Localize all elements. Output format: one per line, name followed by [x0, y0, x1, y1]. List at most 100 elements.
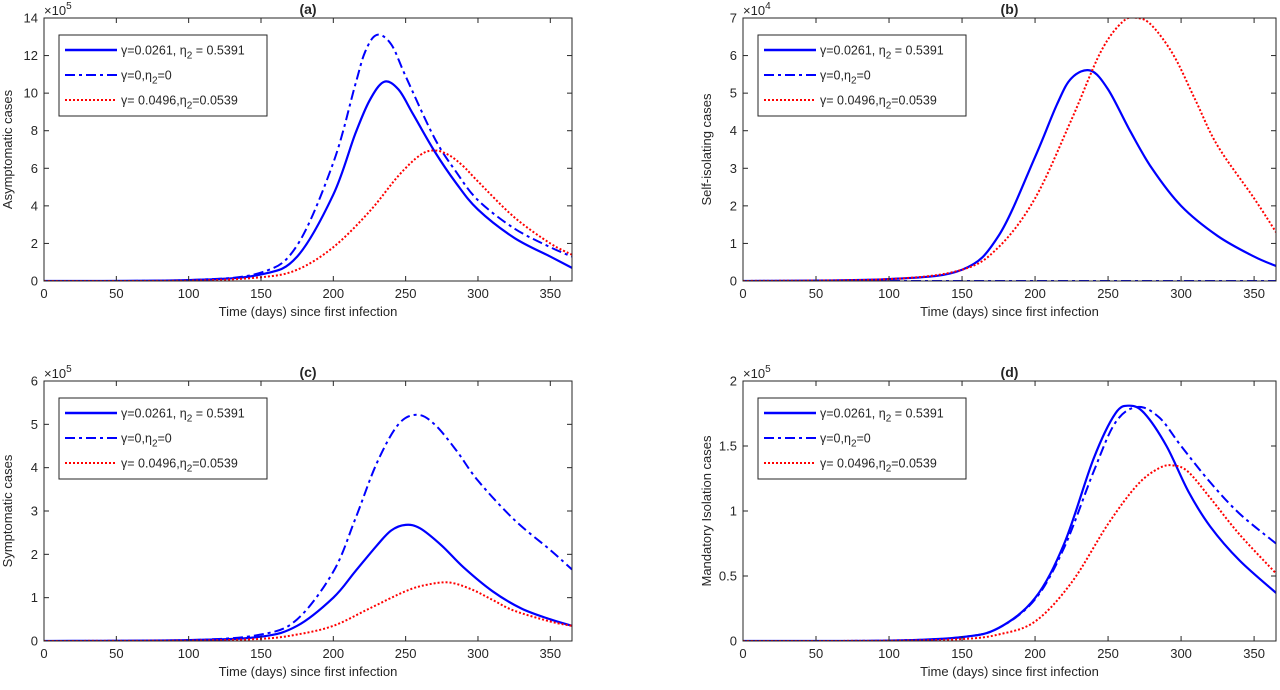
y-axis-label: Symptomatic cases [0, 454, 15, 567]
x-axis-label: Time (days) since first infection [920, 664, 1099, 679]
series-line-2 [44, 33, 572, 281]
x-tick-label: 250 [1097, 286, 1119, 301]
x-tick-label: 100 [178, 646, 200, 661]
x-tick-label: 250 [395, 646, 417, 661]
x-tick-label: 300 [467, 286, 489, 301]
series-line-1 [44, 80, 572, 281]
y-tick-label: 3 [730, 161, 737, 176]
legend-entry: γ=0,η2=0 [121, 69, 172, 87]
x-tick-label: 0 [739, 286, 746, 301]
legend-entry: γ=0,η2=0 [820, 69, 871, 87]
y-tick-label: 3 [31, 504, 38, 519]
x-axis-label: Time (days) since first infection [219, 304, 398, 319]
x-tick-label: 300 [1170, 646, 1192, 661]
axes-box [43, 17, 573, 282]
legend-entry: γ= 0.0496,η2=0.0539 [121, 457, 238, 475]
legend-entry: γ=0.0261, η2 = 0.5391 [121, 44, 245, 62]
legend-entry: γ=0.0261, η2 = 0.5391 [820, 407, 944, 425]
series-line-3 [44, 581, 572, 641]
x-tick-label: 50 [809, 646, 823, 661]
series-line-2 [44, 413, 572, 641]
y-tick-label: 14 [24, 11, 38, 26]
y-tick-label: 2 [31, 547, 38, 562]
axes-box [742, 17, 1277, 282]
y-exponent-label: ×105 [743, 364, 771, 381]
x-tick-label: 250 [395, 286, 417, 301]
x-tick-label: 100 [178, 286, 200, 301]
y-exponent-label: ×105 [44, 1, 72, 18]
subplot-b: 0 50 100 150 200 250 300 350 0 1 2 3 4 5 6 7 ×104 (b) Time… [699, 1, 1277, 319]
series-line-3 [743, 464, 1276, 641]
x-tick-label: 200 [322, 286, 344, 301]
y-tick-label: 2 [730, 198, 737, 213]
x-tick-label: 50 [109, 646, 123, 661]
x-tick-label: 350 [539, 646, 561, 661]
y-tick-label: 6 [31, 374, 38, 389]
legend-entry: γ=0,η2=0 [820, 432, 871, 450]
legend: γ=0.0261, η2 = 0.5391 γ=0,η2=0 γ= 0.0496,η… [757, 397, 967, 480]
x-tick-label: 350 [539, 286, 561, 301]
legend-entry: γ= 0.0496,η2=0.0539 [121, 94, 238, 112]
x-tick-label: 100 [878, 286, 900, 301]
chart-title: (c) [299, 364, 316, 380]
y-tick-label: 4 [730, 123, 737, 138]
x-tick-label: 0 [40, 646, 47, 661]
x-tick-label: 50 [809, 286, 823, 301]
y-tick-label: 0.5 [719, 569, 737, 584]
y-tick-label: 7 [730, 11, 737, 26]
subplot-c: 0 50 100 150 200 250 300 350 0 1 2 3 4 5 6 ×105 (c) Time … [0, 364, 573, 679]
subplot-d: 0 50 100 150 200 250 300 350 0 0.5 1 1.5 2 ×105 (d) Tim… [699, 364, 1277, 679]
legend: γ=0.0261, η2 = 0.5391 γ=0,η2=0 γ= 0.0496,η… [757, 34, 967, 117]
x-tick-label: 50 [109, 286, 123, 301]
legend: γ=0.0261, η2 = 0.5391 γ=0,η2=0 γ= 0.0496,η… [58, 34, 268, 117]
legend: γ=0.0261, η2 = 0.5391 γ=0,η2=0 γ= 0.0496,η… [58, 397, 268, 480]
y-tick-label: 1 [31, 590, 38, 605]
chart-title: (b) [1001, 1, 1019, 17]
x-tick-label: 350 [1243, 286, 1265, 301]
y-tick-label: 4 [31, 460, 38, 475]
y-tick-label: 10 [24, 86, 38, 101]
legend-entry: γ= 0.0496,η2=0.0539 [820, 94, 937, 112]
x-tick-label: 200 [1024, 286, 1046, 301]
y-tick-label: 2 [31, 236, 38, 251]
x-tick-label: 150 [250, 646, 272, 661]
legend-entry: γ= 0.0496,η2=0.0539 [820, 457, 937, 475]
x-tick-label: 200 [322, 646, 344, 661]
y-exponent-label: ×104 [743, 1, 771, 18]
y-tick-label: 2 [730, 374, 737, 389]
x-tick-label: 350 [1243, 646, 1265, 661]
y-tick-label: 1 [730, 236, 737, 251]
y-axis-label: Mandatory Isolation cases [699, 435, 714, 587]
x-tick-label: 0 [40, 286, 47, 301]
x-tick-label: 100 [878, 646, 900, 661]
y-tick-label: 0 [31, 274, 38, 289]
x-tick-label: 200 [1024, 646, 1046, 661]
y-tick-label: 4 [31, 198, 38, 213]
x-tick-label: 150 [951, 286, 973, 301]
x-tick-label: 0 [739, 646, 746, 661]
y-axis-label: Asymptomatic cases [0, 89, 15, 209]
y-axis-label: Self-isolating cases [699, 93, 714, 205]
legend-entry: γ=0,η2=0 [121, 432, 172, 450]
chart-title: (d) [1001, 364, 1019, 380]
series-line-3 [44, 149, 572, 281]
y-tick-label: 6 [730, 48, 737, 63]
y-tick-label: 5 [730, 86, 737, 101]
series-lines [743, 18, 1276, 281]
series-lines [743, 404, 1276, 641]
y-tick-label: 8 [31, 123, 38, 138]
x-axis-label: Time (days) since first infection [219, 664, 398, 679]
subplot-a: 0 50 100 150 200 250 300 350 0 2 4 6 8 10 12 14 ×105 (a) T… [0, 1, 573, 319]
y-tick-label: 1 [730, 504, 737, 519]
x-tick-label: 150 [951, 646, 973, 661]
y-tick-label: 0 [730, 274, 737, 289]
chart-title: (a) [299, 1, 316, 17]
x-tick-label: 300 [1170, 286, 1192, 301]
y-tick-label: 1.5 [719, 439, 737, 454]
x-tick-label: 150 [250, 286, 272, 301]
legend-entry: γ=0.0261, η2 = 0.5391 [121, 407, 245, 425]
y-tick-label: 0 [730, 634, 737, 649]
y-tick-label: 5 [31, 417, 38, 432]
y-tick-label: 6 [31, 161, 38, 176]
